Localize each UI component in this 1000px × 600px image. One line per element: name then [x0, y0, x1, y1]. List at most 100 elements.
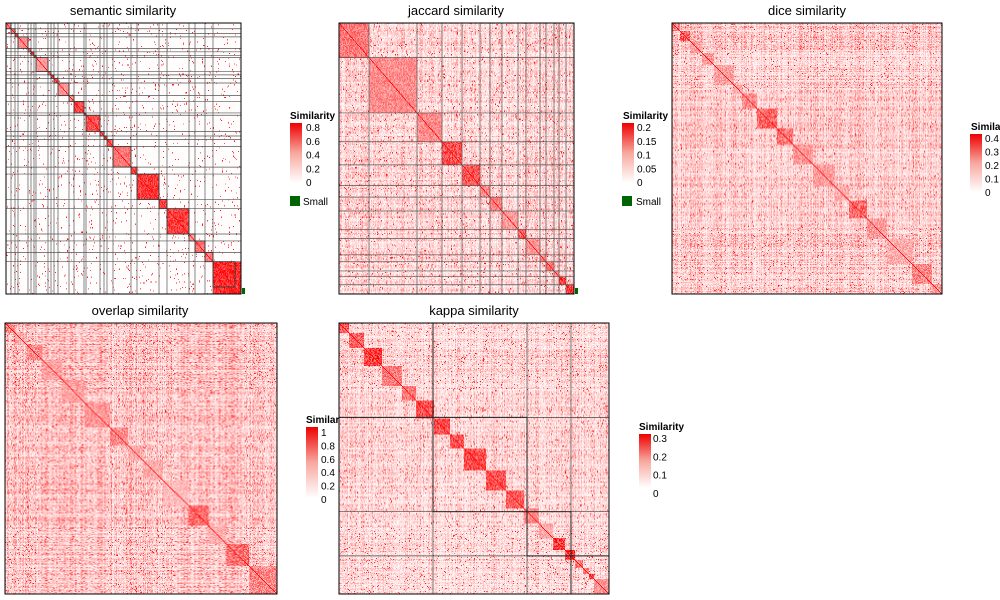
legend-colorbar-semantic [290, 123, 302, 183]
panel-kappa: kappa similarity Similarity 0.3 0.2 0.1 0 [338, 303, 684, 595]
cluster-box [14, 32, 19, 38]
heatmap-cells [6, 23, 241, 294]
legend-tick-label: 0.8 [306, 123, 320, 134]
cluster-box [53, 77, 59, 84]
small-cluster-marker [575, 288, 578, 294]
legend-title-overlap: Similarity [306, 415, 351, 426]
legend-ticks-overlap: 1 0.8 0.6 0.4 0.2 0 [321, 428, 335, 506]
legend-title-jaccard: Similarity [623, 111, 668, 122]
panel-title-dice: dice similarity [768, 3, 847, 18]
cluster-box [17, 36, 29, 49]
heatmap-kappa [338, 322, 610, 595]
panel-title-kappa: kappa similarity [429, 303, 519, 318]
cluster-box [27, 47, 32, 53]
panel-title-jaccard: jaccard similarity [407, 3, 505, 18]
legend-tick-label: 0.6 [321, 455, 335, 466]
small-swatch-jaccard [622, 196, 632, 206]
panel-semantic: semantic similarity Similarity 0.8 0.6 0.4… [5, 3, 335, 295]
legend-tick-label: 0.8 [321, 441, 335, 452]
legend-jaccard: Similarity 0.2 0.15 0.1 0.05 0 Small [622, 111, 668, 208]
cluster-box [112, 145, 132, 168]
legend-colorbar-overlap [306, 427, 318, 498]
legend-tick-label: 0.1 [985, 175, 999, 186]
legend-ticks-kappa: 0.3 0.2 0.1 0 [653, 434, 667, 500]
legend-tick-label: 1 [321, 428, 327, 439]
heatmap-cells [339, 23, 574, 294]
legend-semantic: Similarity 0.8 0.6 0.4 0.2 0 Small [290, 111, 335, 208]
legend-dice: Similarity 0.4 0.3 0.2 0.1 0 [970, 122, 1000, 199]
legend-ticks-dice: 0.4 0.3 0.2 0.1 0 [985, 134, 999, 199]
panel-title-semantic: semantic similarity [70, 3, 177, 18]
panel-overlap: overlap similarity Similarity 1 0.8 0.6 0.4… [4, 303, 351, 595]
heatmap-overlap [4, 322, 278, 595]
legend-tick-label: 0.4 [306, 151, 320, 162]
heatmap-cells [5, 323, 277, 594]
legend-tick-label: 0.3 [985, 148, 999, 159]
small-label-semantic: Small [303, 197, 328, 208]
legend-tick-label: 0 [306, 178, 312, 189]
cluster-box [85, 114, 101, 132]
cluster-box [99, 130, 105, 137]
cluster-box [30, 51, 35, 56]
cluster-box [432, 416, 528, 513]
legend-tick-label: 0.4 [321, 468, 335, 479]
cluster-box [73, 101, 85, 114]
cluster-box [33, 54, 37, 58]
cluster-box [158, 199, 168, 210]
heatmap-border [5, 22, 242, 295]
cluster-box [136, 173, 160, 200]
heatmap-jaccard [338, 22, 578, 295]
legend-ticks-semantic: 0.8 0.6 0.4 0.2 0 [306, 123, 320, 189]
cluster-box [83, 112, 87, 116]
heatmap-cells [672, 23, 942, 294]
cluster-box [50, 74, 55, 79]
legend-tick-label: 0.3 [653, 434, 667, 445]
legend-title-kappa: Similarity [639, 422, 684, 433]
legend-tick-label: 0.2 [653, 452, 667, 463]
legend-tick-label: 0 [321, 495, 327, 506]
legend-title-dice: Similarity [971, 122, 1000, 133]
cluster-box [212, 261, 236, 288]
legend-tick-label: 0.2 [985, 161, 999, 172]
legend-colorbar-dice [970, 134, 982, 192]
heatmap-cells [339, 323, 609, 594]
legend-tick-label: 0.05 [637, 164, 657, 175]
panel-dice: dice similarity Similarity 0.4 0.3 0.2 0.1 0 [671, 3, 1000, 295]
heatmap-dice [671, 22, 943, 295]
heatmap-border [338, 22, 575, 295]
legend-tick-label: 0.1 [637, 151, 651, 162]
cluster-box [35, 57, 49, 72]
cluster-box [10, 28, 16, 34]
legend-title-semantic: Similarity [290, 111, 335, 122]
heatmap-border [671, 22, 943, 295]
legend-tick-label: 0 [653, 489, 659, 500]
cluster-box [204, 252, 214, 263]
cluster-box [188, 233, 196, 242]
heatmap-semantic [5, 22, 245, 295]
panel-jaccard: jaccard similarity Similarity 0.2 0.15 0.1… [338, 3, 668, 295]
legend-tick-label: 0 [637, 178, 643, 189]
legend-tick-label: 0 [985, 188, 991, 199]
cluster-box [166, 208, 190, 235]
cluster-box [106, 139, 114, 147]
legend-tick-label: 0.6 [306, 137, 320, 148]
heatmap-border [338, 322, 610, 595]
cluster-box [130, 166, 138, 175]
legend-overlap: Similarity 1 0.8 0.6 0.4 0.2 0 [306, 415, 351, 506]
legend-colorbar-kappa [639, 434, 651, 488]
cluster-box [103, 135, 108, 140]
cluster-box [194, 240, 206, 253]
legend-kappa: Similarity 0.3 0.2 0.1 0 [639, 422, 684, 500]
cluster-box [47, 71, 52, 76]
legend-tick-label: 0.4 [985, 134, 999, 145]
legend-colorbar-jaccard [622, 123, 634, 183]
legend-tick-label: 0.2 [321, 482, 335, 493]
legend-tick-label: 0.2 [306, 164, 320, 175]
heatmap-border [4, 322, 278, 595]
panel-title-overlap: overlap similarity [92, 303, 189, 318]
legend-ticks-jaccard: 0.2 0.15 0.1 0.05 0 [637, 123, 657, 189]
small-swatch-semantic [290, 196, 300, 206]
cluster-box [57, 82, 70, 97]
small-label-jaccard: Small [636, 197, 661, 208]
